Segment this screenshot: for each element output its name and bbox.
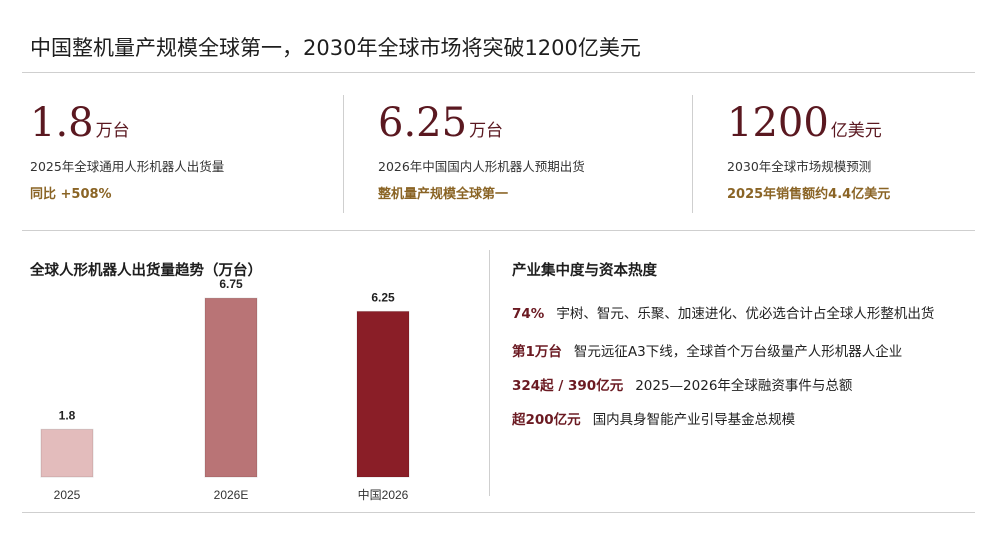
panel-title: 产业集中度与资本热度	[512, 263, 657, 279]
x-tick-label: 2025	[54, 488, 81, 502]
kpi-highlight: 2025年销售额约4.4亿美元	[727, 187, 891, 202]
bar	[204, 297, 258, 478]
kpi-label: 2030年全球市场规模预测	[727, 159, 872, 174]
kpi-unit: 万台	[95, 121, 130, 141]
panel-item: 第1万台 智元远征A3下线，全球首个万台级量产人形机器人企业	[512, 340, 902, 360]
data-label: 1.8	[59, 408, 76, 422]
item-text: 国内具身智能产业引导基金总规模	[592, 412, 796, 428]
kpi-unit: 亿美元	[830, 121, 882, 141]
kpi-highlight: 整机量产规模全球第一	[378, 187, 509, 202]
page-title: 中国整机量产规模全球第一，2030年全球市场将突破1200亿美元	[30, 36, 641, 60]
item-key: 74%	[512, 306, 545, 322]
bar	[40, 428, 94, 478]
kpi-card: 1200 亿美元 2030年全球市场规模预测 2025年销售额约4.4亿美元	[727, 100, 1002, 202]
divider	[692, 95, 693, 213]
chart-title: 全球人形机器人出货量趋势（万台）	[30, 263, 262, 279]
panel-item: 324起 / 390亿元 2025—2026年全球融资事件与总额	[512, 374, 852, 394]
kpi-label: 2026年中国国内人形机器人预期出货	[378, 159, 585, 174]
kpi-highlight: 同比 +508%	[30, 187, 112, 202]
data-label: 6.25	[371, 290, 395, 304]
x-tick-label: 中国2026	[358, 487, 409, 502]
divider	[343, 95, 344, 213]
panel-item: 74% 宇树、智元、乐聚、加速进化、优必选合计占全球人形整机出货	[512, 302, 934, 322]
divider	[22, 72, 975, 73]
kpi-card: 1.8 万台 2025年全球通用人形机器人出货量 同比 +508%	[30, 100, 350, 202]
item-text: 宇树、智元、乐聚、加速进化、优必选合计占全球人形整机出货	[556, 306, 935, 322]
kpi-label: 2025年全球通用人形机器人出货量	[30, 159, 225, 174]
item-text: 智元远征A3下线，全球首个万台级量产人形机器人企业	[573, 344, 903, 360]
divider	[22, 230, 975, 231]
kpi-number: 1.8	[30, 100, 94, 146]
kpi-number: 1200	[727, 100, 829, 146]
x-tick-label: 2026E	[214, 488, 249, 502]
bar	[356, 310, 410, 478]
chart: 1.8 2025 6.75 2026E 6.25 中国2026	[40, 277, 410, 502]
divider	[489, 250, 490, 496]
item-key: 第1万台	[512, 344, 562, 360]
data-label: 6.75	[219, 277, 243, 291]
item-text: 2025—2026年全球融资事件与总额	[635, 378, 853, 394]
kpi-number: 6.25	[378, 100, 468, 146]
panel-item: 超200亿元 国内具身智能产业引导基金总规模	[512, 408, 795, 428]
kpi-card: 6.25 万台 2026年中国国内人形机器人预期出货 整机量产规模全球第一	[378, 100, 698, 202]
item-key: 324起 / 390亿元	[512, 378, 624, 394]
item-key: 超200亿元	[512, 412, 581, 428]
divider	[22, 512, 975, 513]
kpi-unit: 万台	[469, 121, 504, 141]
